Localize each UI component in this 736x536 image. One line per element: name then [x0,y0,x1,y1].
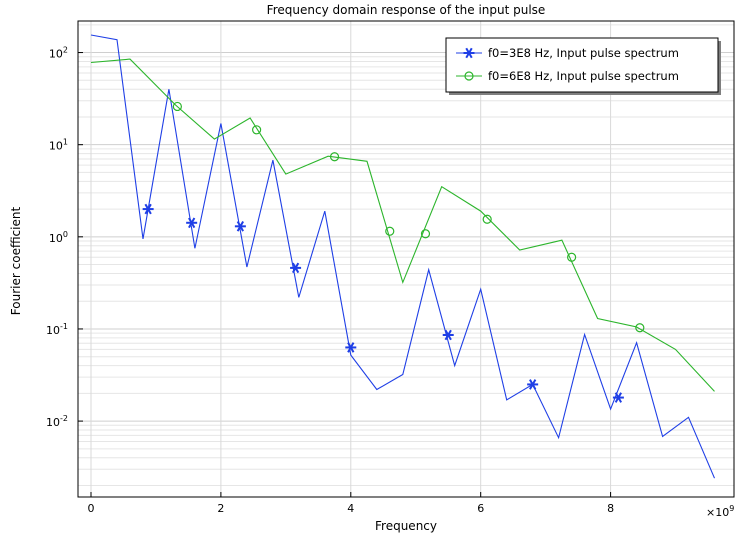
data-point-marker [234,221,246,232]
y-tick-base: 10 [49,232,63,245]
plot-frame [77,20,735,498]
data-point-marker [527,379,539,390]
y-tick-label: 102 [49,46,68,61]
x-tick-label: 2 [217,502,224,515]
asterisk-stroke [236,221,244,232]
series-line [90,58,715,392]
y-tick-exponent: 2 [63,46,68,55]
chart-title: Frequency domain response of the input p… [267,3,546,17]
x-tick-label: 6 [477,502,484,515]
data-point-marker [290,262,302,274]
data-point-marker [142,203,154,215]
x-axis-label: Frequency [375,519,437,533]
x-axis-multiplier: ×109 [706,504,734,519]
x-tick-label: 4 [347,502,354,515]
data-point-marker [186,217,198,229]
legend-label: f0=3E8 Hz, Input pulse spectrum [488,46,679,60]
data-point-marker [635,323,645,333]
y-tick-label: 10-2 [46,414,68,429]
y-tick-label: 101 [49,138,68,153]
x-multiplier-exponent: 9 [729,504,734,513]
data-point-marker [420,229,431,239]
x-multiplier-base: ×10 [706,506,729,519]
series-2 [90,58,715,392]
asterisk-stroke [444,329,452,341]
asterisk-stroke [529,379,537,390]
x-tick-label: 0 [87,502,94,515]
asterisk-stroke [465,47,473,59]
legend-entry: f0=3E8 Hz, Input pulse spectrum [456,46,679,60]
asterisk-stroke [144,203,152,215]
legend-entry: f0=6E8 Hz, Input pulse spectrum [456,69,679,83]
series-line [90,34,716,479]
data-point-marker [345,342,357,353]
y-tick-exponent: 0 [63,230,68,239]
y-tick-label: 10-1 [46,322,68,337]
series-1 [90,34,716,479]
y-tick-base: 10 [46,324,60,337]
y-axis-label: Fourier coefficient [9,207,23,316]
y-tick-exponent: -2 [60,414,68,423]
y-tick-base: 10 [49,140,63,153]
y-tick-base: 10 [46,416,60,429]
y-tick-label: 100 [49,230,68,245]
data-point-marker [567,252,577,262]
legend-label: f0=6E8 Hz, Input pulse spectrum [488,69,679,83]
series-layer [90,34,716,479]
data-point-marker [252,125,262,135]
data-point-marker [329,152,340,162]
data-point-marker [442,329,454,341]
data-point-marker [612,392,624,403]
asterisk-stroke [347,342,355,353]
legend-box [445,37,719,93]
y-tick-exponent: 1 [63,138,68,147]
asterisk-stroke [188,217,196,229]
asterisk-stroke [291,262,300,274]
asterisk-stroke [614,392,623,403]
data-point-marker [385,226,395,236]
legend-marker [463,47,475,59]
data-point-marker [172,101,182,112]
x-tick-label: 8 [607,502,614,515]
y-tick-exponent: -1 [60,322,68,331]
legend-marker [464,71,474,81]
legend: f0=3E8 Hz, Input pulse spectrum f0=6E8 Hz… [445,37,721,95]
y-tick-base: 10 [49,48,63,61]
data-point-marker [482,214,492,224]
